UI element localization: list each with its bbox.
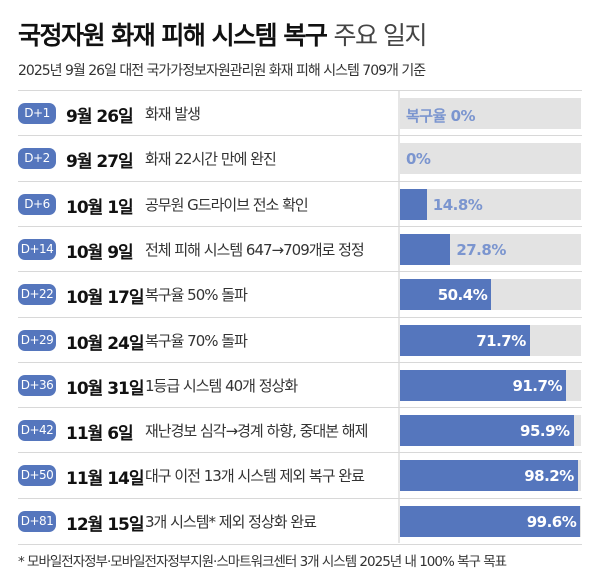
event: 복구율 50% 돌파 (145, 286, 248, 305)
data-label: 99.6% (526, 512, 577, 531)
date: 10월 31일 (66, 378, 145, 399)
date: 10월 24일 (66, 333, 145, 354)
date: 11월 14일 (66, 469, 145, 490)
event: 전체 피해 시스템 647→709개로 정정 (145, 240, 365, 259)
bar-track: 95.9% (400, 415, 581, 447)
event: 공무원 G드라이브 전소 확인 (145, 195, 309, 214)
data-label: 71.7% (476, 331, 526, 350)
day-badge: D+81 (18, 510, 56, 532)
timeline-row: D+22 10월 17일 복구율 50% 돌파 50.4% (18, 271, 582, 317)
timeline-row: D+6 10월 1일 공무원 G드라이브 전소 확인 14.8% (18, 180, 582, 227)
data-label: 98.2% (524, 467, 574, 486)
bar (400, 369, 566, 401)
bar (400, 460, 578, 492)
date: 9월 27일 (66, 152, 134, 173)
date: 9월 26일 (66, 107, 134, 127)
bar-track: 99.6% (400, 505, 581, 537)
date: 12월 15일 (66, 514, 145, 535)
event: 화재 발생 (145, 105, 201, 123)
day-badge: D+50 (18, 465, 56, 487)
data-label: 14.8% (432, 195, 483, 214)
event: 복구율 70% 돌파 (145, 331, 248, 350)
event: 대구 이전 13개 시스템 제외 복구 완료 (145, 467, 365, 486)
bar-track: 91.7% (400, 369, 581, 401)
bar (400, 188, 427, 220)
bar (400, 415, 574, 447)
timeline-row: D+42 11월 6일 재난경보 심각→경계 하향, 중대본 해제 95.9% (18, 407, 582, 453)
footnote: * 모바일전자정부·모바일전자정부지원·스마트워크센터 3개 시스템 2025년… (18, 554, 507, 570)
day-badge: D+36 (18, 374, 56, 396)
bar-track: 복구율 0% (400, 98, 581, 129)
timeline-row: D+50 11월 14일 대구 이전 13개 시스템 제외 복구 완료 98.2% (18, 452, 582, 498)
event: 1등급 시스템 40개 정상화 (145, 376, 298, 395)
event: 화재 22시간 만에 완진 (145, 150, 277, 169)
data-label: 91.7% (512, 376, 562, 395)
day-badge: D+42 (18, 420, 56, 442)
bar-track: 0% (400, 143, 581, 175)
timeline-row: D+14 10월 9일 전체 피해 시스템 647→709개로 정정 27.8% (18, 225, 582, 272)
data-label: 복구율 0% (406, 107, 476, 125)
day-badge: D+29 (18, 329, 56, 351)
timeline-row: D+29 10월 24일 복구율 70% 돌파 71.7% (18, 316, 582, 363)
bar (400, 279, 492, 311)
subtitle: 2025년 9월 26일 대전 국가가정보자원관리원 화재 피해 시스템 709… (18, 63, 426, 79)
bar-track: 50.4% (400, 279, 581, 311)
day-badge: D+1 (18, 103, 56, 124)
bar-track: 98.2% (400, 460, 581, 492)
title-bold: 국정자원 화재 피해 시스템 복구 (18, 21, 328, 50)
bar-track: 27.8% (400, 233, 581, 265)
bar (400, 233, 451, 265)
data-label: 0% (406, 150, 431, 169)
timeline-row: D+81 12월 15일 3개 시스템* 제외 정상화 완료 99.6% (18, 497, 582, 545)
title-light: 주요 일지 (333, 21, 428, 50)
date: 10월 1일 (66, 197, 134, 218)
date: 11월 6일 (66, 424, 134, 445)
bar-track: 71.7% (400, 324, 581, 356)
data-label: 50.4% (437, 286, 488, 305)
day-badge: D+22 (18, 284, 56, 306)
day-badge: D+6 (18, 193, 56, 215)
bar (400, 324, 530, 356)
page-title: 국정자원 화재 피해 시스템 복구 주요 일지 (18, 16, 428, 52)
day-badge: D+2 (18, 148, 56, 170)
bar-track: 14.8% (400, 188, 581, 220)
timeline-row: D+36 10월 31일 1등급 시스템 40개 정상화 91.7% (18, 361, 582, 408)
timeline-row: D+1 9월 26일 화재 발생 복구율 0% (18, 90, 582, 136)
event: 3개 시스템* 제외 정상화 완료 (145, 512, 317, 531)
event: 재난경보 심각→경계 하향, 중대본 해제 (145, 422, 368, 441)
bar (400, 505, 581, 537)
timeline-row: D+2 9월 27일 화재 22시간 만에 완진 0% (18, 135, 582, 181)
day-badge: D+14 (18, 238, 56, 260)
date: 10월 17일 (66, 288, 145, 309)
data-label: 95.9% (520, 422, 570, 441)
date: 10월 9일 (66, 242, 134, 263)
data-label: 27.8% (456, 240, 506, 259)
